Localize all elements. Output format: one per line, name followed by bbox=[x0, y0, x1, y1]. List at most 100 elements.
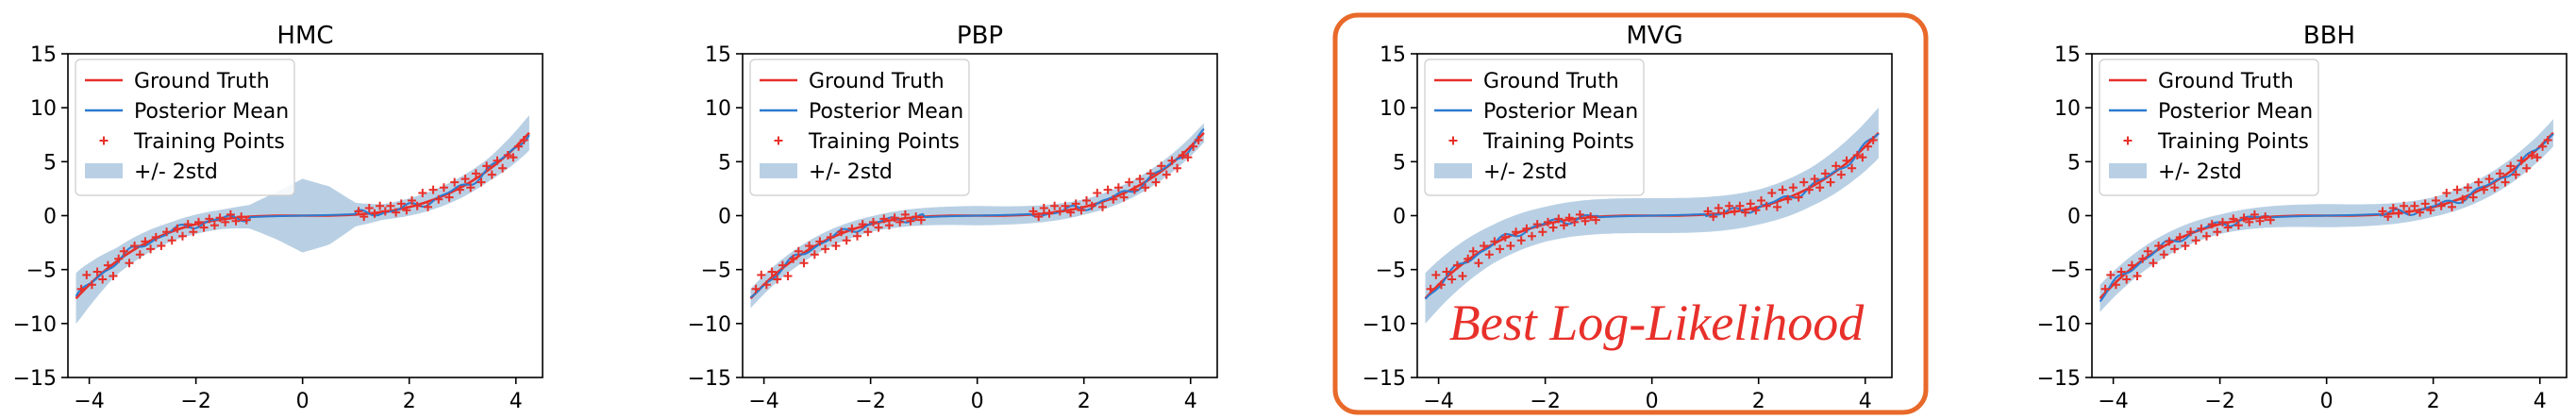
training-point bbox=[2517, 156, 2526, 165]
training-point bbox=[2479, 185, 2488, 194]
training-point bbox=[2245, 217, 2254, 226]
training-point bbox=[141, 237, 150, 246]
training-point bbox=[242, 215, 251, 225]
training-point bbox=[460, 175, 470, 184]
training-point bbox=[1757, 196, 1765, 205]
uncertainty-band bbox=[75, 115, 529, 324]
training-point bbox=[2506, 161, 2516, 171]
training-point bbox=[2426, 206, 2435, 215]
training-point bbox=[1719, 209, 1729, 218]
training-point bbox=[2223, 223, 2233, 232]
legend-band-label: +/- 2std bbox=[809, 160, 893, 184]
training-point bbox=[76, 284, 86, 293]
x-tick-label: 4 bbox=[1859, 390, 1872, 413]
training-point bbox=[794, 246, 803, 256]
training-point bbox=[761, 280, 771, 290]
y-tick-label: −5 bbox=[2050, 260, 2081, 283]
y-tick-label: −15 bbox=[2037, 367, 2081, 391]
training-point bbox=[1442, 267, 1451, 277]
training-point bbox=[1773, 202, 1781, 211]
training-point bbox=[98, 275, 108, 284]
training-point bbox=[1135, 175, 1145, 184]
x-tick-label: −4 bbox=[1423, 390, 1453, 413]
training-point bbox=[402, 206, 411, 215]
training-point bbox=[1103, 185, 1112, 194]
best-log-likelihood-annotation: Best Log-Likelihood bbox=[1449, 294, 1865, 351]
training-point bbox=[1183, 153, 1193, 162]
training-point bbox=[354, 207, 363, 216]
training-point bbox=[503, 151, 512, 159]
training-point bbox=[1050, 201, 1060, 210]
training-point bbox=[392, 208, 401, 217]
y-tick-label: −10 bbox=[13, 313, 57, 337]
training-point bbox=[1586, 212, 1596, 222]
training-point bbox=[146, 244, 156, 254]
x-tick-label: 4 bbox=[510, 390, 523, 413]
training-point bbox=[1544, 217, 1552, 226]
training-point bbox=[2511, 170, 2520, 179]
training-point bbox=[2463, 183, 2472, 193]
training-point bbox=[853, 231, 861, 241]
training-point bbox=[215, 213, 225, 223]
training-point bbox=[519, 136, 528, 144]
training-point bbox=[1730, 207, 1739, 216]
training-point bbox=[1458, 272, 1467, 280]
training-point bbox=[2133, 272, 2142, 280]
y-tick-label: 5 bbox=[1393, 151, 1406, 175]
training-point bbox=[2388, 204, 2398, 212]
training-point bbox=[1093, 189, 1102, 197]
legend-ground-truth-label: Ground Truth bbox=[809, 70, 945, 93]
x-tick-label: −2 bbox=[180, 390, 210, 413]
training-point bbox=[1468, 246, 1478, 256]
training-point bbox=[1066, 208, 1076, 217]
training-point bbox=[2468, 193, 2478, 202]
training-point bbox=[1575, 210, 1584, 219]
y-tick-label: 15 bbox=[1380, 43, 1406, 67]
legend-band-label: +/- 2std bbox=[1483, 160, 1567, 184]
training-point bbox=[1162, 170, 1171, 179]
training-point bbox=[2149, 259, 2158, 268]
training-point bbox=[1868, 136, 1878, 144]
x-tick-label: −4 bbox=[2098, 390, 2128, 413]
training-point bbox=[2452, 185, 2462, 194]
training-point bbox=[2218, 217, 2227, 226]
training-point bbox=[1109, 194, 1118, 204]
legend-training-points-label: Training Points bbox=[808, 130, 960, 154]
training-point bbox=[360, 212, 369, 222]
training-point bbox=[1804, 185, 1814, 194]
training-point bbox=[2442, 189, 2451, 197]
training-point bbox=[92, 267, 102, 277]
training-point bbox=[2250, 210, 2259, 219]
training-point bbox=[82, 270, 92, 279]
plot-area bbox=[1424, 108, 1880, 324]
training-point bbox=[906, 216, 915, 226]
training-point bbox=[408, 196, 416, 205]
training-point bbox=[477, 177, 486, 187]
y-tick-label: 0 bbox=[1393, 206, 1406, 229]
plot-area bbox=[75, 115, 530, 324]
training-point bbox=[1087, 201, 1096, 210]
y-tick-label: −15 bbox=[1363, 367, 1406, 391]
training-point bbox=[1848, 163, 1857, 173]
legend-training-points-swatch bbox=[2123, 136, 2133, 145]
training-point bbox=[167, 236, 176, 245]
training-point bbox=[2416, 208, 2425, 217]
panel-pbp: PBP −4 −2 0 2 4 15 10 5 0 −5 −10 −15 Ground Truth Post… bbox=[688, 22, 1218, 413]
training-point bbox=[364, 204, 374, 212]
panel-title: HMC bbox=[276, 22, 333, 50]
training-point bbox=[498, 163, 508, 173]
training-point bbox=[916, 215, 926, 225]
training-point bbox=[2175, 232, 2184, 242]
legend: Ground Truth Posterior Mean Training Point… bbox=[749, 59, 970, 196]
training-point bbox=[912, 212, 921, 222]
training-point bbox=[1071, 199, 1080, 209]
training-point bbox=[119, 246, 128, 256]
training-point bbox=[1474, 259, 1483, 268]
training-point bbox=[847, 224, 857, 233]
training-point bbox=[1039, 204, 1048, 212]
y-tick-label: −15 bbox=[688, 367, 731, 391]
training-point bbox=[815, 237, 825, 246]
x-tick-label: −4 bbox=[74, 390, 104, 413]
training-point bbox=[183, 220, 192, 229]
